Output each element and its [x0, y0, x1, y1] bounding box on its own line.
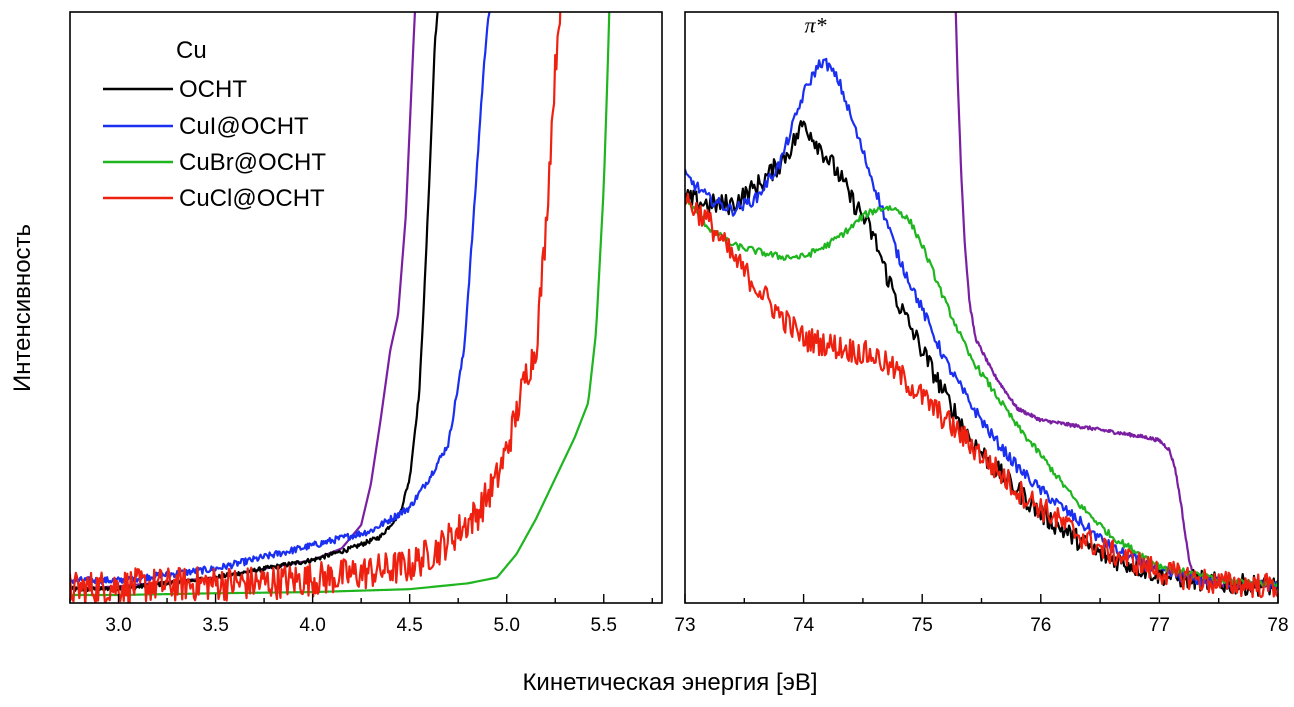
x-tick-label-right: 76 — [1030, 615, 1051, 636]
x-axis-title: Кинетическая энергия [эВ] — [522, 669, 817, 696]
x-tick-label-left: 5.0 — [494, 615, 520, 636]
series-line-left-cui-ocht — [70, 12, 491, 585]
pi-star-annotation: π* — [804, 12, 826, 37]
series-line-left-cucl-ocht — [70, 12, 562, 603]
right-x-ticks: 73 74 75 76 77 78 — [674, 594, 1289, 636]
left-x-ticks: 3.0 3.5 4.0 4.5 5.0 5.5 — [69, 594, 653, 636]
x-tick-label-left: 4.5 — [396, 615, 422, 636]
right-plot-frame — [684, 11, 1279, 604]
series-line-right-cubr-ocht — [685, 197, 1278, 588]
x-tick-label-left: 3.0 — [105, 615, 131, 636]
right-panel: 73 74 75 76 77 78 π* — [674, 11, 1289, 636]
legend-label-cucl: CuCl@OCHT — [179, 185, 325, 212]
x-tick-label-right: 77 — [1149, 615, 1170, 636]
series-line-left-ocht — [70, 12, 439, 593]
x-tick-label-left: 5.5 — [591, 615, 617, 636]
x-tick-label-left: 3.5 — [202, 615, 228, 636]
series-line-right-cu — [954, 12, 1278, 589]
left-series-group — [70, 12, 611, 603]
legend-label-cubr: CuBr@OCHT — [179, 149, 326, 176]
legend-title: Cu — [176, 37, 207, 64]
x-tick-label-left: 4.0 — [299, 615, 325, 636]
legend-label-ocht: OCHT — [179, 76, 247, 103]
series-line-left-cubr-ocht — [70, 12, 611, 597]
y-axis-title: Интенсивность — [9, 224, 36, 392]
x-tick-label-right: 75 — [912, 615, 933, 636]
series-line-right-cucl-ocht — [685, 192, 1278, 599]
series-line-right-cui-ocht — [685, 57, 1278, 593]
left-panel: 3.0 3.5 4.0 4.5 5.0 5.5 — [69, 11, 663, 636]
series-line-right-ocht — [685, 120, 1278, 597]
legend-label-cui: CuI@OCHT — [179, 113, 309, 140]
x-tick-label-right: 73 — [674, 615, 695, 636]
legend: Cu OCHT CuI@OCHT CuBr@OCHT CuCl@OCHT — [103, 37, 326, 212]
x-tick-label-right: 78 — [1267, 615, 1288, 636]
x-tick-label-right: 74 — [793, 615, 815, 636]
right-series-group — [685, 12, 1278, 599]
left-plot-frame — [69, 11, 663, 604]
